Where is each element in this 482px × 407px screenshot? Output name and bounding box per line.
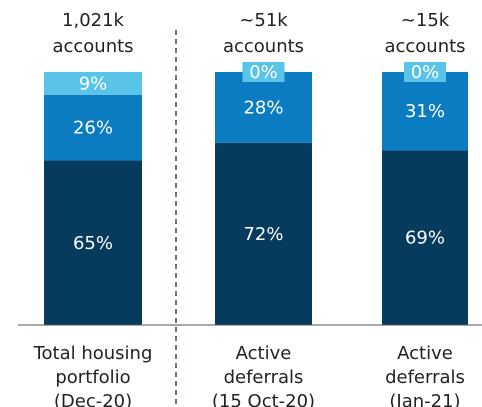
value-label: 72% [243, 224, 283, 245]
top-label: accounts [52, 36, 133, 57]
label-box [242, 62, 285, 82]
value-label: 69% [405, 228, 445, 249]
top-label: ~51k [239, 10, 288, 31]
x-tick-label: (Jan-21) [389, 391, 460, 407]
bar-segment [215, 142, 312, 325]
value-label: 28% [243, 97, 283, 118]
value-label: 0% [249, 62, 278, 83]
bar-segment [44, 72, 142, 95]
value-label: 9% [79, 73, 108, 94]
x-tick-label: deferrals [224, 367, 304, 388]
value-label: 0% [411, 62, 440, 83]
value-label: 31% [405, 101, 445, 122]
x-tick-label: (Dec-20) [54, 391, 132, 407]
x-tick-label: (15 Oct-20) [212, 391, 315, 407]
x-tick-label: Active [236, 343, 292, 364]
bar-segment [44, 160, 142, 325]
x-tick-label: portfolio [55, 367, 130, 388]
value-label: 65% [73, 233, 113, 254]
bar-segment [215, 72, 312, 143]
top-label: 1,021k [62, 10, 125, 31]
bar-segment [382, 150, 468, 325]
top-label: accounts [223, 36, 304, 57]
top-label: accounts [384, 36, 465, 57]
label-box [404, 62, 446, 82]
x-tick-label: Active [397, 343, 453, 364]
bar-segment [44, 94, 142, 161]
top-label: ~15k [401, 10, 450, 31]
x-tick-label: Total housing [33, 343, 153, 364]
value-label: 26% [73, 118, 113, 139]
x-tick-label: deferrals [385, 367, 465, 388]
bar-segment [382, 72, 468, 151]
